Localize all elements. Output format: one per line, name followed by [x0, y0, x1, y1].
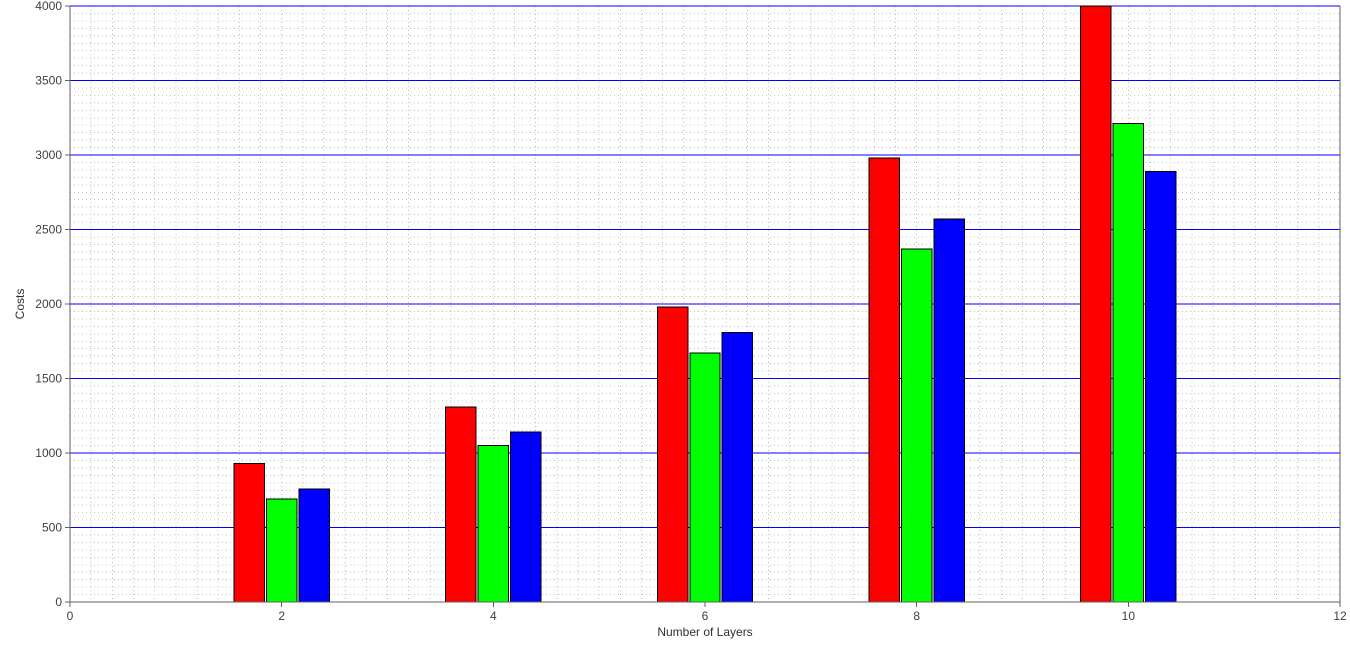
- bar-series-b-x10: [1113, 124, 1143, 602]
- chart-svg: 0 2 4 6 8 10 12 0 500 1000 1500 2000 2500 3000 3500 400…: [0, 0, 1350, 650]
- x-tick-label: 0: [67, 609, 74, 623]
- bar-series-b-x6: [690, 353, 720, 602]
- bar-series-a-x10: [1081, 6, 1111, 602]
- y-tick-label: 2500: [35, 223, 62, 237]
- y-tick-label: 2000: [35, 297, 62, 311]
- bar-series-b-x2: [266, 499, 296, 602]
- bar-series-c-x6: [722, 332, 752, 602]
- x-tick-label: 2: [278, 609, 285, 623]
- x-tick-label: 8: [913, 609, 920, 623]
- x-axis-label: Number of Layers: [657, 625, 752, 639]
- bar-series-c-x4: [510, 432, 540, 602]
- y-axis-label: Costs: [13, 289, 27, 320]
- bar-series-a-x2: [234, 463, 264, 602]
- y-tick-label: 3000: [35, 148, 62, 162]
- y-tick-label: 500: [42, 521, 62, 535]
- y-tick-label: 4000: [35, 0, 62, 13]
- bar-series-b-x8: [901, 249, 931, 602]
- bar-series-a-x8: [869, 158, 899, 602]
- x-tick-label: 12: [1333, 609, 1347, 623]
- y-tick-label: 1000: [35, 446, 62, 460]
- bar-series-b-x4: [478, 446, 508, 602]
- bar-series-c-x8: [934, 219, 964, 602]
- y-tick-label: 0: [55, 595, 62, 609]
- x-tick-label: 6: [702, 609, 709, 623]
- bar-series-a-x4: [446, 407, 476, 602]
- bar-series-a-x6: [657, 307, 687, 602]
- x-tick-label: 10: [1122, 609, 1136, 623]
- y-tick-label: 3500: [35, 74, 62, 88]
- x-tick-label: 4: [490, 609, 497, 623]
- chart-container: 0 2 4 6 8 10 12 0 500 1000 1500 2000 2500 3000 3500 400…: [0, 0, 1350, 650]
- y-tick-label: 1500: [35, 372, 62, 386]
- bar-series-c-x2: [299, 489, 329, 602]
- bar-series-c-x10: [1145, 171, 1175, 602]
